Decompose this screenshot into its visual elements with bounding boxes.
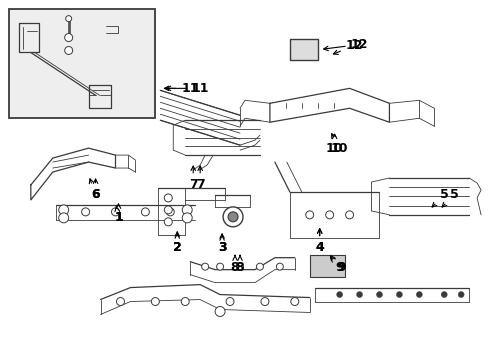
- Circle shape: [256, 263, 263, 270]
- Text: 9: 9: [330, 256, 343, 274]
- Circle shape: [440, 292, 447, 298]
- Bar: [9, 9, 155, 118]
- Text: 11: 11: [164, 82, 199, 95]
- Text: 8: 8: [230, 256, 239, 274]
- Circle shape: [164, 194, 172, 202]
- Circle shape: [64, 33, 73, 41]
- Circle shape: [216, 263, 223, 270]
- Text: 7: 7: [188, 166, 197, 192]
- Text: 6: 6: [89, 179, 100, 202]
- Circle shape: [290, 298, 298, 306]
- Circle shape: [81, 208, 89, 216]
- Text: 9: 9: [330, 257, 345, 274]
- Text: 2: 2: [173, 234, 181, 254]
- Circle shape: [336, 292, 342, 298]
- Circle shape: [201, 263, 208, 270]
- Text: 5: 5: [431, 188, 447, 207]
- Text: 7: 7: [195, 166, 204, 192]
- Circle shape: [59, 213, 68, 223]
- Text: 3: 3: [217, 235, 226, 254]
- Circle shape: [65, 15, 72, 22]
- Circle shape: [59, 205, 68, 215]
- Circle shape: [166, 208, 174, 216]
- Circle shape: [376, 292, 382, 298]
- Circle shape: [116, 298, 124, 306]
- Circle shape: [215, 306, 224, 316]
- Text: 3: 3: [217, 234, 226, 254]
- Text: 12: 12: [323, 38, 367, 51]
- Text: 10: 10: [325, 134, 343, 155]
- Text: 4: 4: [315, 229, 324, 254]
- Circle shape: [457, 292, 463, 298]
- Text: 5: 5: [441, 188, 458, 207]
- Circle shape: [236, 263, 243, 270]
- Circle shape: [415, 292, 422, 298]
- Circle shape: [261, 298, 268, 306]
- Circle shape: [223, 207, 243, 227]
- Circle shape: [345, 211, 353, 219]
- Circle shape: [325, 211, 333, 219]
- Circle shape: [111, 208, 119, 216]
- Text: 10: 10: [330, 134, 347, 155]
- Circle shape: [182, 205, 192, 215]
- Circle shape: [305, 211, 313, 219]
- Circle shape: [182, 213, 192, 223]
- Text: 2: 2: [173, 232, 181, 254]
- Text: 1: 1: [114, 204, 122, 224]
- Text: 12: 12: [333, 39, 363, 54]
- Bar: [309, 255, 344, 276]
- Circle shape: [181, 298, 189, 306]
- Circle shape: [396, 292, 402, 298]
- Text: 6: 6: [91, 179, 100, 202]
- Circle shape: [64, 46, 73, 54]
- Circle shape: [164, 218, 172, 226]
- Text: 1: 1: [114, 206, 122, 224]
- Bar: [289, 39, 317, 60]
- Circle shape: [276, 263, 283, 270]
- Circle shape: [151, 298, 159, 306]
- Text: 11: 11: [166, 82, 208, 95]
- Circle shape: [164, 206, 172, 214]
- Text: 8: 8: [235, 256, 244, 274]
- Circle shape: [225, 298, 234, 306]
- Circle shape: [141, 208, 149, 216]
- Text: 4: 4: [315, 229, 324, 254]
- Circle shape: [356, 292, 362, 298]
- Circle shape: [227, 212, 238, 222]
